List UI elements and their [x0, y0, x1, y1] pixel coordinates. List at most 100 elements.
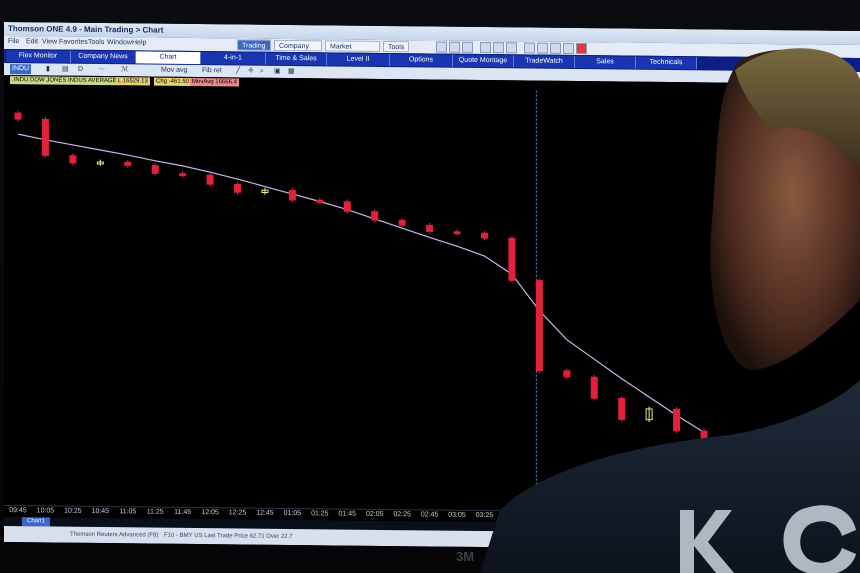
tab-chart[interactable]: Chart — [136, 51, 201, 65]
candle — [316, 197, 324, 204]
candle-body — [480, 232, 488, 239]
candle-body — [371, 211, 379, 221]
company-info-dropdown[interactable]: Company Info — [274, 39, 322, 61]
candle-body — [645, 408, 653, 421]
tools-dropdown[interactable]: Tools — [383, 40, 409, 53]
trading-dropdown[interactable]: Trading — [237, 39, 271, 51]
fib-select[interactable]: Fib ret — [202, 67, 222, 75]
menu-favorites[interactable]: Favorites — [59, 38, 88, 46]
menu-file[interactable]: File — [8, 38, 20, 46]
candle-body — [316, 199, 324, 203]
candle — [288, 188, 296, 203]
menu-edit[interactable]: Edit — [26, 38, 39, 46]
time-axis-label: 12:45 — [256, 509, 274, 517]
period-select[interactable]: D — [78, 65, 84, 73]
candle-body — [590, 376, 598, 399]
save-icon[interactable] — [449, 41, 460, 53]
interval-icon[interactable]: ⋯ — [98, 65, 105, 74]
market-overview-dropdown[interactable]: Market Overview — [325, 40, 380, 62]
indicator-icon[interactable]: ℳ — [121, 66, 129, 74]
chart-type-icon[interactable]: ▮ — [46, 65, 50, 73]
candle — [234, 182, 242, 195]
candle-body — [426, 224, 434, 232]
candle — [453, 229, 461, 236]
time-axis-label: 11:45 — [174, 508, 192, 516]
trading-screen: Thomson ONE 4.9 - Main Trading > Chart F… — [4, 22, 860, 551]
time-axis-label: 02:45 — [420, 511, 439, 519]
menu-window[interactable]: Window — [107, 39, 132, 47]
tab-company-news[interactable]: Company News — [71, 50, 136, 64]
status-middle: F10 - BMY US Last Trade Price 62.71 Over… — [164, 532, 293, 541]
time-axis-label: 12:25 — [228, 509, 247, 517]
price-chart[interactable] — [4, 85, 860, 532]
candle-body — [673, 408, 681, 432]
candle — [563, 368, 571, 380]
time-axis-label: 02:05 — [365, 510, 384, 518]
candle-body — [453, 231, 461, 235]
candle — [426, 223, 434, 234]
zoom-icon[interactable]: ⌕ — [260, 67, 264, 75]
candle-body — [535, 280, 543, 372]
time-axis-label: 10:45 — [91, 507, 110, 516]
candle — [508, 235, 516, 283]
candle-body — [288, 189, 296, 201]
menu-tools[interactable]: Tools — [88, 38, 105, 47]
time-axis-label: 11:25 — [146, 508, 164, 516]
candle — [343, 199, 351, 214]
candle — [673, 406, 681, 434]
candle-body — [124, 161, 132, 166]
candle — [590, 374, 598, 401]
copy-icon[interactable] — [462, 41, 473, 53]
crosshair-icon[interactable]: ✛ — [248, 67, 254, 75]
tab-time-and-sales[interactable]: Time & Sales — [266, 52, 327, 66]
print-icon[interactable] — [436, 41, 447, 53]
time-axis-label: 09:45 — [9, 507, 27, 515]
candle — [124, 159, 132, 168]
symbol-input[interactable]: INDU — [10, 64, 32, 75]
candle — [179, 171, 187, 178]
trader-silhouette — [480, 48, 860, 573]
candle — [480, 230, 488, 241]
tab-options[interactable]: Options — [390, 54, 453, 67]
snapshot-icon[interactable]: ▣ — [274, 67, 281, 75]
menu-help[interactable]: Help — [132, 39, 147, 47]
candle-body — [206, 174, 214, 185]
time-axis-label: 01:45 — [338, 510, 357, 518]
status-left: Thomson Reuters Advanced (F8) — [70, 531, 159, 539]
draw-line-icon[interactable]: ╱ — [236, 67, 241, 75]
candle — [371, 209, 379, 223]
candle-body — [343, 201, 351, 212]
menu-view[interactable]: View — [42, 38, 58, 46]
moving-average-value: MovAvg 16666.4 — [190, 77, 239, 87]
candle — [41, 117, 49, 158]
candle — [96, 159, 104, 166]
candle-body — [69, 155, 77, 164]
time-axis-label: 01:25 — [311, 510, 329, 518]
time-axis-label: 01:05 — [283, 509, 302, 518]
candle-body — [563, 370, 571, 378]
candle-body — [14, 112, 22, 120]
candle-body — [508, 237, 516, 281]
tab-flex-monitor[interactable]: Flex Monitor — [6, 50, 71, 63]
bar-style-icon[interactable]: ▤ — [62, 65, 69, 73]
chart-tab-chart1[interactable]: Chart1 — [22, 517, 51, 527]
candle — [398, 217, 406, 228]
candle-body — [398, 219, 406, 226]
candle — [645, 406, 653, 423]
study-select[interactable]: Mov avg — [161, 66, 188, 74]
net-change: Chg -461.50 — [154, 77, 192, 86]
tab-4-in-1[interactable]: 4-in-1 — [201, 52, 266, 65]
time-axis-label: 10:25 — [64, 507, 82, 515]
candle-body — [151, 165, 159, 174]
candle-body — [96, 161, 104, 165]
last-price: L 16529.13 — [116, 77, 150, 86]
moving-average-line — [17, 133, 705, 433]
window-title: Thomson ONE 4.9 - Main Trading > Chart — [8, 24, 164, 35]
candle — [261, 187, 269, 195]
tab-level-ii[interactable]: Level II — [327, 53, 390, 67]
monitor-brand-logo: 3M — [456, 549, 475, 564]
candle-body — [234, 183, 242, 193]
time-axis-label: 12:05 — [201, 509, 219, 517]
time-axis-label: 03:05 — [448, 511, 466, 519]
properties-icon[interactable]: ▦ — [288, 67, 295, 76]
